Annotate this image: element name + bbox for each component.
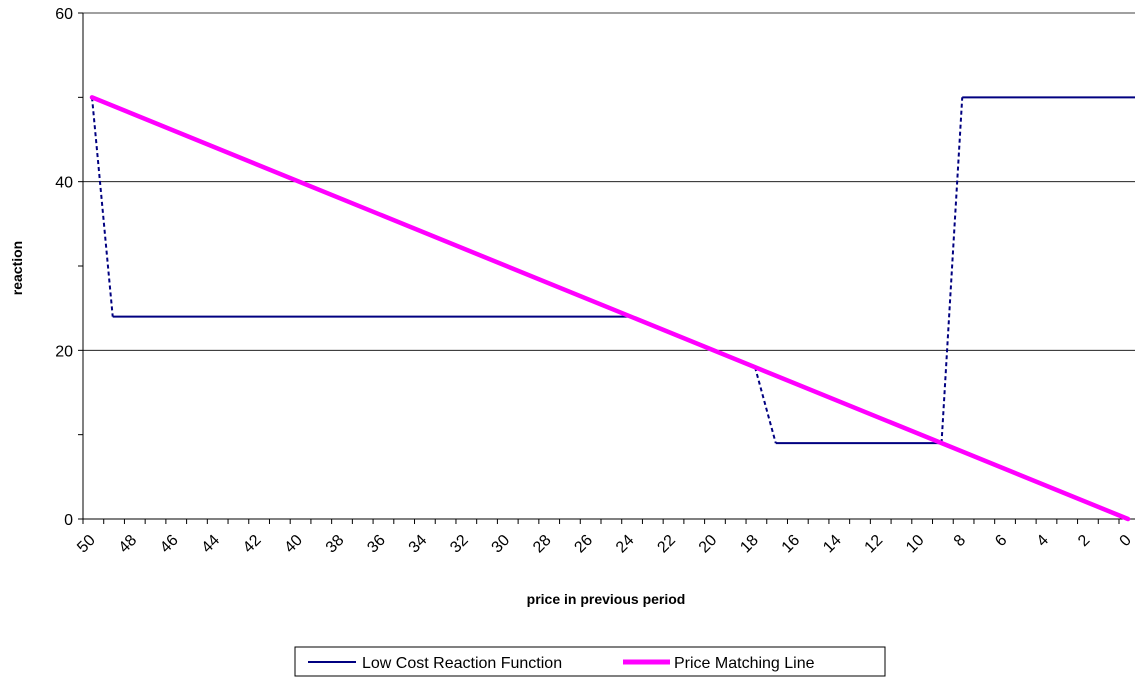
low-cost-segment-4 (940, 97, 964, 444)
price-matching-line (89, 95, 1131, 522)
x-tick-label: 36 (364, 532, 389, 557)
x-tick-label: 26 (572, 532, 597, 557)
y-tick-label: 40 (55, 175, 73, 192)
x-axis-title: price in previous period (527, 591, 686, 607)
x-tick-label: 22 (654, 532, 679, 557)
x-tick-label: 18 (737, 532, 762, 557)
x-tick-label: 50 (74, 532, 99, 557)
x-tick-label: 12 (862, 532, 887, 557)
x-tick-label: 42 (240, 532, 265, 557)
x-tick-label: 0 (1117, 532, 1135, 550)
x-tick-label: 8 (951, 532, 969, 550)
y-tick-label: 0 (64, 512, 73, 529)
x-tick-label: 30 (489, 532, 514, 557)
x-tick-label: 16 (779, 532, 804, 557)
series-layer (89, 95, 1135, 522)
y-axis: 0 20 40 60 (55, 6, 84, 529)
legend-label-price-matching: Price Matching Line (674, 655, 815, 672)
x-tick-label: 34 (406, 532, 431, 557)
legend-box (294, 646, 886, 677)
y-axis-title: reaction (9, 241, 25, 295)
x-tick-label: 2 (1075, 532, 1093, 550)
gridlines (83, 181, 1135, 351)
x-tick-label: 44 (199, 532, 224, 557)
y-tick-label: 60 (55, 6, 73, 23)
x-tick-label: 6 (992, 532, 1010, 550)
low-cost-segment-1 (112, 315, 756, 369)
x-tick-label: 10 (903, 532, 928, 557)
x-tick-label: 40 (281, 532, 306, 557)
legend-label-low-cost: Low Cost Reaction Function (362, 655, 562, 672)
x-tick-label: 4 (1034, 532, 1052, 550)
x-tick-label: 46 (157, 532, 182, 557)
legend: Low Cost Reaction Function Price Matchin… (294, 646, 886, 677)
x-tick-label: 48 (116, 532, 141, 557)
x-tick-label: 14 (820, 532, 845, 557)
x-tick-label: 28 (530, 532, 555, 557)
low-cost-segment-2 (754, 366, 777, 444)
x-tick-label: 24 (613, 532, 638, 557)
x-tick-label: 38 (323, 532, 348, 557)
low-cost-segment-0 (91, 97, 114, 317)
x-axis: 50 48 46 44 42 40 38 36 34 32 30 28 26 24 22 20 18 16 14 12… (74, 518, 1135, 557)
y-tick-label: 20 (55, 343, 73, 360)
x-tick-label: 32 (447, 532, 472, 557)
x-tick-label: 20 (696, 532, 721, 557)
